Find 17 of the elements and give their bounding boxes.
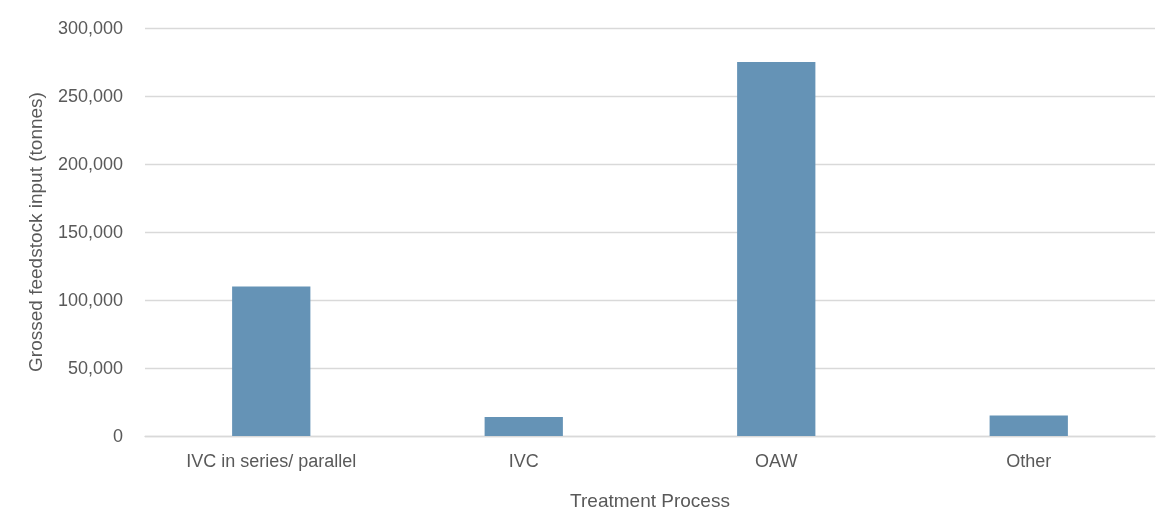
- y-tick-label: 250,000: [57, 86, 123, 106]
- bar: [232, 286, 311, 436]
- y-tick-label: 50,000: [67, 358, 123, 378]
- bar: [484, 416, 563, 436]
- bar: [989, 415, 1068, 436]
- x-tick-label: IVC in series/ parallel: [186, 451, 357, 471]
- x-tick-label: Other: [1006, 451, 1052, 471]
- y-tick-label: 300,000: [57, 18, 123, 38]
- y-tick-label: 200,000: [57, 154, 123, 174]
- y-tick-label: 0: [112, 426, 123, 446]
- bar: [737, 62, 816, 436]
- y-tick-label: 150,000: [57, 222, 123, 242]
- x-tick-label: OAW: [755, 451, 798, 471]
- x-tick-label: IVC: [508, 451, 539, 471]
- x-axis-title: Treatment Process: [570, 490, 730, 511]
- y-tick-label: 100,000: [57, 290, 123, 310]
- y-axis-title: Grossed feedstock input (tonnes): [25, 92, 46, 372]
